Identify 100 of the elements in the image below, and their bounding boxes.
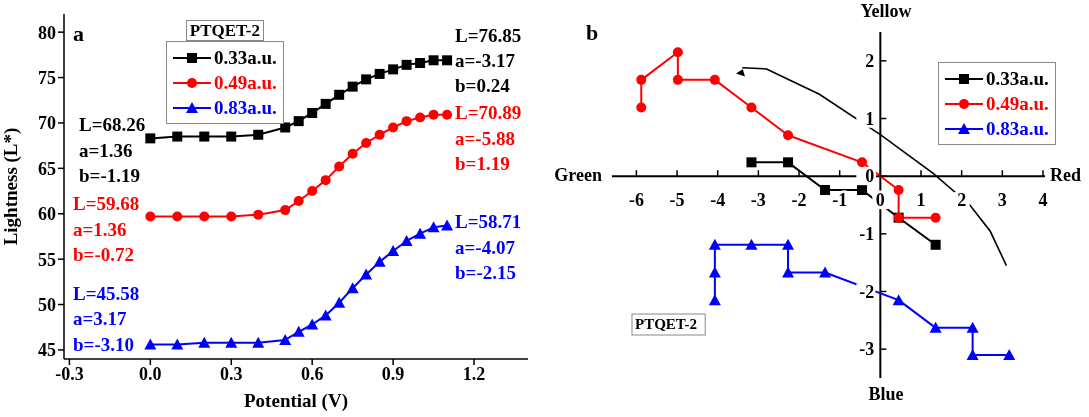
annotation: L=70.89 <box>455 101 522 125</box>
point <box>388 64 399 75</box>
annotation: a=1.36 <box>73 218 127 242</box>
point <box>857 185 868 196</box>
point <box>199 211 210 222</box>
annotation: L=76.85 <box>455 24 522 48</box>
point <box>374 68 385 79</box>
x-tick-label: 0.9 <box>381 363 405 384</box>
point <box>746 102 757 113</box>
text: Blue <box>868 384 904 404</box>
point <box>198 336 211 348</box>
point <box>387 244 400 256</box>
text: Green <box>554 165 602 185</box>
point <box>171 338 184 350</box>
legend-label: 0.49a.u. <box>214 71 277 94</box>
legend-title: PTQET-2 <box>185 20 265 41</box>
point <box>414 227 427 239</box>
y-tick-label: -3 <box>859 339 875 360</box>
x-tick-label: 3 <box>997 190 1007 211</box>
x-tick-label: 0.3 <box>220 363 243 384</box>
annotation: a=-3.17 <box>455 49 515 73</box>
point <box>334 161 345 172</box>
point <box>293 196 304 207</box>
y-tick-label: 60 <box>38 204 56 225</box>
point <box>199 131 210 142</box>
y-tick-label: 1 <box>865 108 875 129</box>
y-tick-label: -2 <box>859 281 875 302</box>
text: Red <box>1050 165 1081 185</box>
point <box>857 157 868 168</box>
point <box>427 221 440 233</box>
point <box>360 268 373 280</box>
point <box>783 130 794 141</box>
point <box>145 133 156 144</box>
annotation: b=-2.15 <box>455 261 516 285</box>
annotation: a=-4.07 <box>455 236 515 260</box>
point <box>442 109 453 120</box>
point <box>428 55 439 66</box>
point <box>347 148 358 159</box>
point <box>334 89 345 100</box>
annotation: a=-5.88 <box>455 127 515 151</box>
y-tick-label: 55 <box>38 249 56 270</box>
point <box>709 74 720 85</box>
x-tick-label: -6 <box>628 190 644 211</box>
x-tick-label: -2 <box>791 190 807 211</box>
annotation: b=0.24 <box>455 74 510 98</box>
point <box>307 107 318 118</box>
x-tick-label: -4 <box>710 190 726 211</box>
point <box>746 157 757 168</box>
point <box>428 109 439 120</box>
point <box>672 47 683 58</box>
point <box>319 309 332 321</box>
point <box>293 116 304 127</box>
point <box>636 102 647 113</box>
text: b <box>586 20 599 45</box>
x-tick-label: 4 <box>1038 190 1048 211</box>
point <box>400 234 413 246</box>
x-tick-label: -0.3 <box>55 363 84 384</box>
point <box>373 255 386 267</box>
annotation: L=68.26 <box>79 113 146 137</box>
point <box>708 266 721 278</box>
point <box>708 294 721 306</box>
point <box>307 186 318 197</box>
x-tick-label: -5 <box>669 190 685 211</box>
x-tick-label: 2 <box>957 190 967 211</box>
point <box>346 282 359 294</box>
point <box>361 137 372 148</box>
point <box>280 122 291 133</box>
point <box>374 129 385 140</box>
y-tick-label: 70 <box>38 113 56 134</box>
annotation: b=-3.10 <box>73 333 134 357</box>
point <box>145 211 156 222</box>
point <box>745 238 758 250</box>
point <box>929 321 942 333</box>
point <box>401 59 412 70</box>
point <box>401 116 412 127</box>
y-tick-label: 0 <box>865 166 875 187</box>
point <box>636 74 647 85</box>
point <box>892 294 905 306</box>
annotation: L=58.71 <box>455 210 522 234</box>
x-axis-title: Potential (V) <box>244 390 348 412</box>
point <box>442 55 453 66</box>
point <box>306 318 319 330</box>
point <box>225 336 238 348</box>
x-tick-label: 1 <box>916 190 926 211</box>
point <box>819 266 832 278</box>
y-tick-label: 80 <box>38 22 56 43</box>
point <box>966 321 979 333</box>
x-tick-label: -3 <box>750 190 766 211</box>
point <box>347 81 358 92</box>
point <box>253 209 264 220</box>
point <box>172 211 183 222</box>
point <box>320 175 331 186</box>
annotation: a=3.17 <box>73 307 127 331</box>
legend-label: 0.33a.u. <box>986 67 1049 90</box>
point <box>226 131 237 142</box>
annotation: a <box>73 21 84 46</box>
x-tick-label: 0.0 <box>139 363 162 384</box>
annotation: L=59.68 <box>73 192 140 216</box>
point <box>252 336 265 348</box>
y-tick-label: 75 <box>38 67 56 88</box>
